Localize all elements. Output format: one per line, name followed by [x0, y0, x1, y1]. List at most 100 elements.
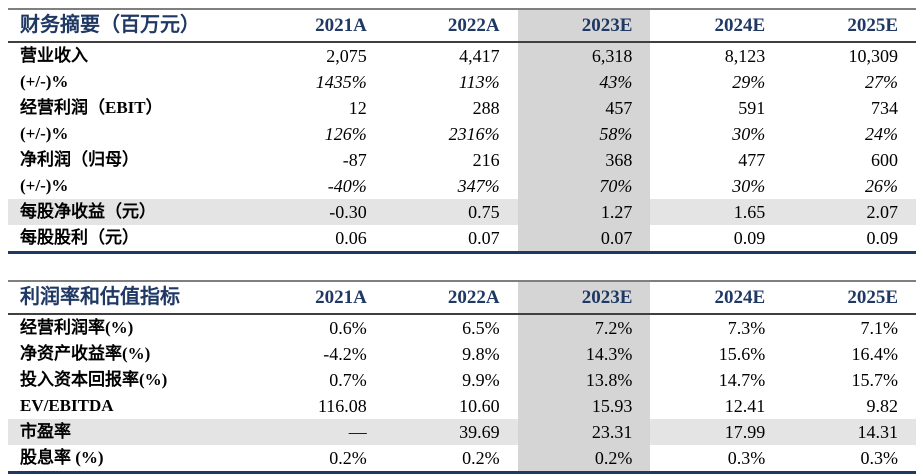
cell-value: 1.27	[517, 199, 651, 225]
table-row: 每股净收益（元） -0.30 0.75 1.27 1.65 2.07	[8, 199, 916, 225]
table-row: 净资产收益率(%) -4.2% 9.8% 14.3% 15.6% 16.4%	[8, 341, 916, 367]
tables-container: 财务摘要（百万元） 2021A 2022A 2023E 2024E 2025E 营业收入 2,…	[0, 8, 923, 474]
table-title: 财务摘要（百万元）	[20, 14, 200, 36]
cell-value: -40%	[327, 176, 367, 196]
row-label: (+/-)%	[20, 72, 69, 91]
cell-value: 17.99	[724, 422, 766, 442]
cell-value: 600	[871, 150, 898, 170]
row-label: 每股股利（元）	[20, 228, 139, 247]
row-label: 净利润（归母）	[20, 150, 139, 169]
cell-value: 43%	[517, 69, 651, 95]
cell-value: 15.93	[517, 393, 651, 419]
year-header-2025e: 2025E	[847, 287, 898, 308]
year-header-2024e: 2024E	[714, 15, 766, 36]
cell-value: 30%	[732, 124, 766, 144]
table-title: 利润率和估值指标	[20, 286, 180, 308]
cell-value: 591	[738, 98, 766, 118]
table-row: EV/EBITDA 116.08 10.60 15.93 12.41 9.82	[8, 393, 916, 419]
cell-value: 15.6%	[718, 344, 766, 364]
cell-value: 58%	[517, 121, 651, 147]
cell-value: 0.2%	[462, 448, 500, 468]
cell-value: 10,309	[848, 46, 899, 66]
cell-value: 0.7%	[329, 370, 367, 390]
cell-value: 116.08	[317, 396, 367, 416]
cell-value: 0.2%	[329, 448, 367, 468]
cell-value: 113%	[458, 72, 500, 92]
row-label: EV/EBITDA	[20, 396, 114, 415]
cell-value: 26%	[865, 176, 898, 196]
cell-value: 0.2%	[517, 445, 651, 471]
cell-value: 4,417	[459, 46, 500, 66]
row-label: (+/-)%	[20, 124, 69, 143]
cell-value: 0.07	[517, 225, 651, 251]
cell-value: 7.2%	[517, 315, 651, 341]
row-label: 市盈率	[20, 422, 71, 441]
cell-value: 477	[738, 150, 766, 170]
financial-summary-table: 财务摘要（百万元） 2021A 2022A 2023E 2024E 2025E 营业收入 2,…	[8, 8, 916, 254]
cell-value: 16.4%	[851, 344, 899, 364]
year-header-2023e: 2023E	[517, 282, 651, 313]
cell-value: 0.06	[335, 228, 367, 248]
cell-value: 126%	[324, 124, 367, 144]
cell-value: —	[348, 422, 367, 442]
cell-value: 0.09	[866, 228, 899, 248]
table-row: 市盈率 — 39.69 23.31 17.99 14.31	[8, 419, 916, 445]
cell-value: -0.30	[329, 202, 367, 222]
row-label: 营业收入	[20, 46, 88, 65]
table-row: 经营利润（EBIT） 12 288 457 591 734	[8, 95, 916, 121]
cell-value: 216	[472, 150, 500, 170]
table-row: 每股股利（元） 0.06 0.07 0.07 0.09 0.09	[8, 225, 916, 251]
cell-value: 0.3%	[727, 448, 766, 468]
table-row: (+/-)% 126% 2316% 58% 30% 24%	[8, 121, 916, 147]
cell-value: 2.07	[866, 202, 899, 222]
table-row: (+/-)% 1435% 113% 43% 29% 27%	[8, 69, 916, 95]
cell-value: 0.09	[733, 228, 766, 248]
cell-value: 2316%	[448, 124, 500, 144]
cell-value: 70%	[517, 173, 651, 199]
cell-value: 9.82	[866, 396, 899, 416]
row-label: 经营利润率(%)	[20, 318, 134, 337]
row-label: 净资产收益率(%)	[20, 344, 151, 363]
cell-value: 27%	[865, 72, 898, 92]
cell-value: 288	[472, 98, 500, 118]
cell-value: 23.31	[517, 419, 651, 445]
cell-value: 13.8%	[517, 367, 651, 393]
cell-value: 734	[871, 98, 898, 118]
table-row: 净利润（归母） -87 216 368 477 600	[8, 147, 916, 173]
year-header-2021a: 2021A	[315, 15, 367, 36]
cell-value: 39.69	[459, 422, 500, 442]
cell-value: 29%	[732, 72, 766, 92]
cell-value: 6.5%	[462, 318, 500, 338]
cell-value: 12	[348, 98, 367, 118]
cell-value: 14.7%	[718, 370, 766, 390]
cell-value: 10.60	[459, 396, 500, 416]
cell-value: 6,318	[517, 43, 651, 69]
row-label: (+/-)%	[20, 176, 69, 195]
table-row: 投入资本回报率(%) 0.7% 9.9% 13.8% 14.7% 15.7%	[8, 367, 916, 393]
cell-value: 457	[517, 95, 651, 121]
cell-value: -87	[342, 150, 367, 170]
cell-value: 7.3%	[727, 318, 766, 338]
cell-value: 1.65	[733, 202, 766, 222]
cell-value: 0.75	[468, 202, 500, 222]
cell-value: 24%	[865, 124, 898, 144]
table-row: 经营利润率(%) 0.6% 6.5% 7.2% 7.3% 7.1%	[8, 315, 916, 341]
row-label: 每股净收益（元）	[20, 202, 156, 221]
cell-value: 0.07	[468, 228, 500, 248]
cell-value: 2,075	[326, 46, 367, 66]
cell-value: 30%	[732, 176, 766, 196]
year-header-2022a: 2022A	[447, 287, 500, 308]
cell-value: 14.3%	[517, 341, 651, 367]
cell-value: 12.41	[724, 396, 766, 416]
table-header-row: 财务摘要（百万元） 2021A 2022A 2023E 2024E 2025E	[8, 10, 916, 43]
year-header-2025e: 2025E	[847, 15, 898, 36]
margins-valuation-table: 利润率和估值指标 2021A 2022A 2023E 2024E 2025E 经营利润率(%…	[8, 280, 916, 474]
table-row: 营业收入 2,075 4,417 6,318 8,123 10,309	[8, 43, 916, 69]
table-row: (+/-)% -40% 347% 70% 30% 26%	[8, 173, 916, 199]
year-header-2024e: 2024E	[714, 287, 766, 308]
row-label: 投入资本回报率(%)	[20, 370, 168, 389]
cell-value: 0.3%	[860, 448, 899, 468]
cell-value: 8,123	[724, 46, 766, 66]
year-header-2021a: 2021A	[315, 287, 367, 308]
